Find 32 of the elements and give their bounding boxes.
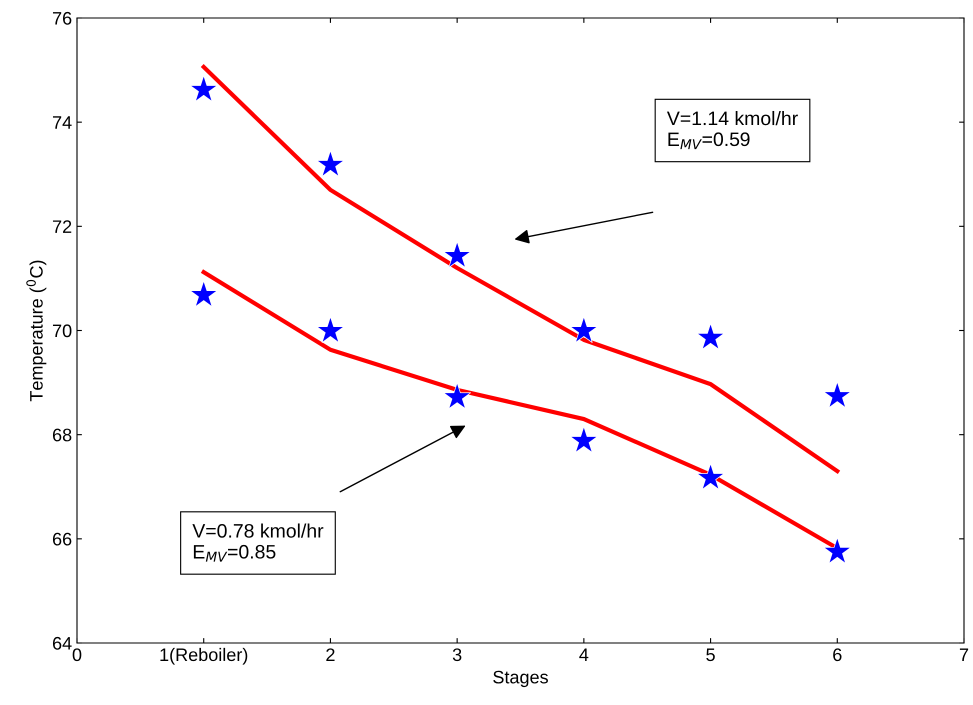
point bbox=[190, 280, 218, 307]
line-series bbox=[202, 64, 840, 474]
x-tick-label: 7 bbox=[960, 648, 968, 661]
x-tick-label: 4 bbox=[579, 648, 588, 661]
x-tick-label: 1(Reboiler) bbox=[160, 648, 248, 665]
x-tick-label: 0 bbox=[72, 648, 82, 662]
point bbox=[443, 241, 472, 268]
x-tick-label: 3 bbox=[452, 648, 462, 662]
x-tick-label: 2 bbox=[326, 648, 335, 661]
y-axis-title: Temperature ($^{0}$C) bbox=[26, 260, 46, 402]
y-tick-label: 64 bbox=[52, 636, 72, 650]
point bbox=[823, 537, 852, 564]
y-tick-label: 76 bbox=[52, 12, 72, 25]
point bbox=[190, 75, 218, 102]
x-tick-label: 5 bbox=[706, 648, 715, 662]
point bbox=[443, 382, 472, 410]
y-tick-label: 66 bbox=[52, 532, 72, 546]
point bbox=[696, 463, 724, 490]
point bbox=[823, 382, 852, 408]
point bbox=[570, 316, 598, 343]
point bbox=[570, 426, 598, 453]
point bbox=[696, 323, 724, 350]
annotation: V=1.14 kmol/hr E$_{MV}$=0.59 bbox=[666, 110, 798, 150]
annotation: V=0.78 kmol/hr E$_{MV}$=0.85 bbox=[192, 523, 324, 562]
point bbox=[316, 316, 344, 343]
point bbox=[316, 150, 344, 177]
y-tick-label: 68 bbox=[52, 428, 72, 442]
y-tick-label: 72 bbox=[52, 220, 72, 233]
y-tick-label: 70 bbox=[52, 324, 72, 338]
x-axis-title: Stages bbox=[493, 670, 548, 688]
y-tick-label: 74 bbox=[52, 116, 72, 129]
x-tick-label: 6 bbox=[833, 648, 842, 662]
